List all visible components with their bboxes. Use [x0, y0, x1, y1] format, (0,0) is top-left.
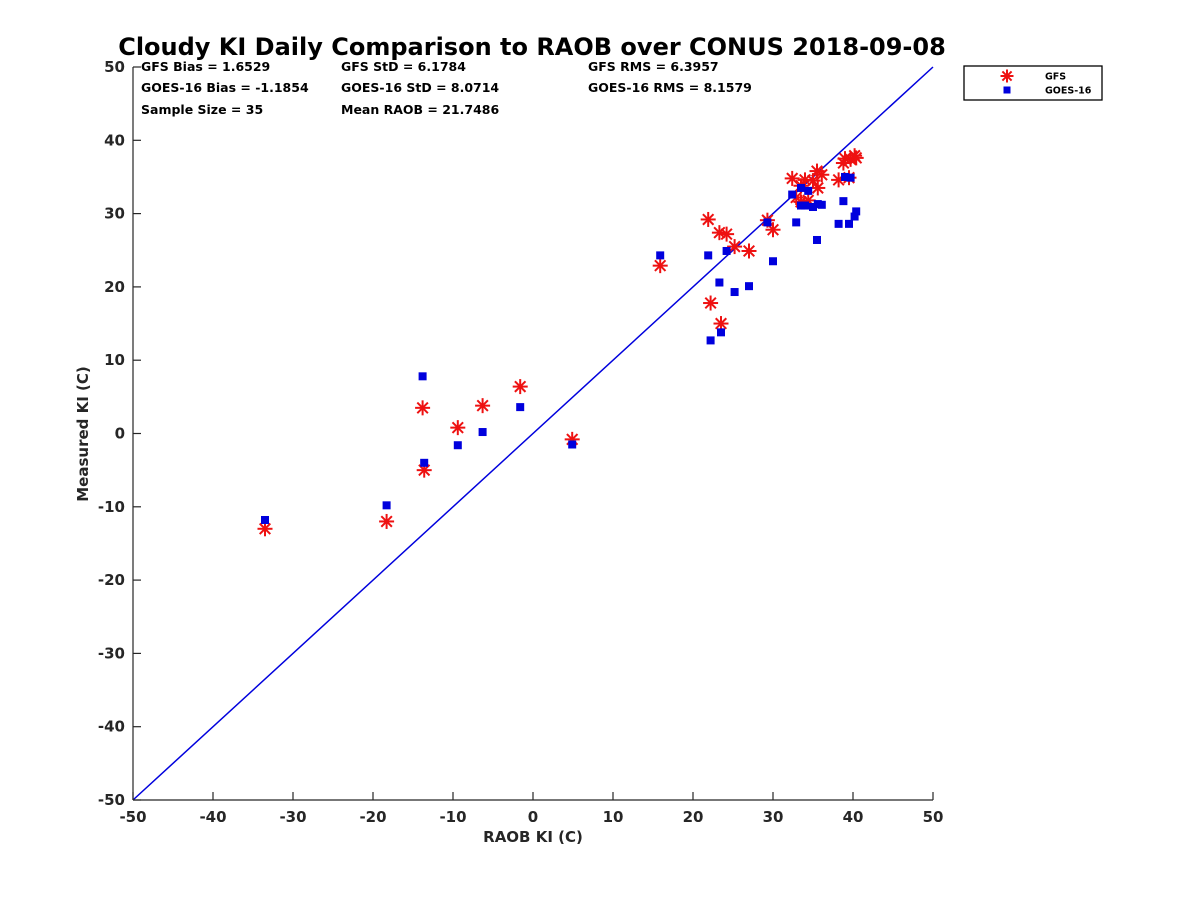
- data-point-gfs: [700, 211, 716, 227]
- plot-area: [132, 66, 934, 801]
- data-point-goes-16: [717, 328, 725, 337]
- stat-text: Mean RAOB = 21.7486: [341, 102, 499, 117]
- data-point-gfs: [719, 226, 735, 242]
- data-point-goes-16: [769, 257, 777, 266]
- y-tick-label: 50: [104, 58, 125, 76]
- stat-text: GOES-16 StD = 8.0714: [341, 80, 499, 95]
- legend-label-gfs: GFS: [1045, 72, 1066, 83]
- series-goes-16: [261, 172, 861, 524]
- data-point-goes-16: [809, 203, 817, 212]
- y-tick-label: -40: [98, 718, 125, 736]
- data-point-goes-16: [788, 190, 797, 199]
- x-tick-label: 50: [923, 808, 944, 826]
- data-point-goes-16: [478, 428, 487, 437]
- data-point-gfs: [814, 167, 830, 183]
- data-point-goes-16: [834, 219, 843, 228]
- data-point-gfs: [512, 379, 528, 395]
- data-point-goes-16: [839, 197, 848, 206]
- x-tick-label: -30: [279, 808, 306, 826]
- x-tick-label: 30: [763, 808, 784, 826]
- data-point-goes-16: [453, 441, 462, 450]
- y-ticks: 50 40 30 20 10 0 -10 -20 -30 -40 -50: [98, 58, 141, 809]
- y-tick-label: -30: [98, 644, 125, 662]
- data-point-goes-16: [420, 458, 429, 467]
- data-point-goes-16: [706, 336, 715, 345]
- axes: -50 -40 -30 -20 -10 0 10 20 30 40 50 50 40 30 20 10 0 -1…: [98, 58, 944, 826]
- data-point-goes-16: [568, 440, 577, 449]
- x-tick-label: -20: [359, 808, 386, 826]
- series-gfs: [257, 148, 864, 537]
- data-point-goes-16: [730, 288, 739, 297]
- data-point-gfs: [450, 420, 466, 436]
- stat-text: GFS Bias = 1.6529: [141, 59, 270, 74]
- data-point-goes-16: [745, 282, 753, 291]
- stat-text: GOES-16 Bias = -1.1854: [141, 80, 309, 95]
- y-tick-label: 0: [115, 425, 125, 443]
- data-point-goes-16: [846, 173, 855, 182]
- y-tick-label: -50: [98, 791, 125, 809]
- y-tick-label: 10: [104, 351, 125, 369]
- data-point-goes-16: [382, 501, 391, 510]
- x-ticks: -50 -40 -30 -20 -10 0 10 20 30 40 50: [119, 792, 943, 826]
- x-tick-label: -10: [439, 808, 466, 826]
- data-point-goes-16: [817, 200, 826, 209]
- data-point-goes-16: [813, 235, 821, 244]
- legend-marker-goes-16: [1003, 86, 1011, 94]
- data-point-goes-16: [656, 251, 665, 260]
- legend-marker-gfs: [1000, 69, 1014, 83]
- data-point-goes-16: [715, 278, 724, 287]
- data-point-goes-16: [722, 246, 731, 255]
- data-point-gfs: [475, 398, 491, 414]
- data-point-goes-16: [763, 218, 772, 227]
- legend: GFS GOES-16: [963, 65, 1103, 101]
- x-tick-label: -50: [119, 808, 146, 826]
- stat-text: GFS StD = 6.1784: [341, 59, 466, 74]
- data-point-gfs: [703, 295, 719, 311]
- data-point-goes-16: [801, 201, 809, 210]
- data-point-gfs: [727, 239, 743, 255]
- data-point-goes-16: [852, 207, 861, 216]
- stats-block: GFS Bias = 1.6529 GFS StD = 6.1784 GFS RMS…: [141, 59, 752, 117]
- legend-box: [963, 65, 1103, 101]
- x-tick-label: 10: [603, 808, 624, 826]
- legend-label-goes-16: GOES-16: [1045, 86, 1092, 97]
- data-point-goes-16: [841, 172, 849, 181]
- data-point-goes-16: [516, 403, 525, 412]
- x-tick-label: 40: [843, 808, 864, 826]
- data-point-goes-16: [845, 219, 853, 228]
- x-axis-label: RAOB KI (C): [483, 828, 583, 846]
- stat-text: Sample Size = 35: [141, 102, 263, 117]
- data-point-goes-16: [261, 515, 269, 524]
- x-tick-label: -40: [199, 808, 226, 826]
- stat-text: GOES-16 RMS = 8.1579: [588, 80, 752, 95]
- data-point-gfs: [810, 180, 826, 196]
- x-tick-label: 0: [528, 808, 538, 826]
- y-tick-label: -20: [98, 571, 125, 589]
- y-tick-label: -10: [98, 498, 125, 516]
- stat-text: GFS RMS = 6.3957: [588, 59, 719, 74]
- y-axis-label: Measured KI (C): [74, 366, 92, 502]
- data-point-goes-16: [804, 186, 813, 195]
- y-tick-label: 20: [104, 278, 125, 296]
- data-point-goes-16: [850, 212, 859, 221]
- data-point-gfs: [652, 258, 668, 274]
- data-point-gfs: [379, 513, 395, 529]
- y-tick-label: 30: [104, 205, 125, 223]
- data-point-gfs: [848, 150, 864, 166]
- data-point-goes-16: [704, 251, 713, 260]
- x-tick-label: 20: [683, 808, 704, 826]
- data-point-goes-16: [792, 218, 801, 227]
- data-point-goes-16: [418, 372, 427, 381]
- data-point-gfs: [784, 170, 800, 186]
- data-point-goes-16: [797, 183, 805, 192]
- data-point-gfs: [741, 243, 757, 259]
- data-point-gfs: [415, 400, 431, 416]
- chart-title: Cloudy KI Daily Comparison to RAOB over …: [118, 33, 946, 61]
- y-tick-label: 40: [104, 131, 125, 149]
